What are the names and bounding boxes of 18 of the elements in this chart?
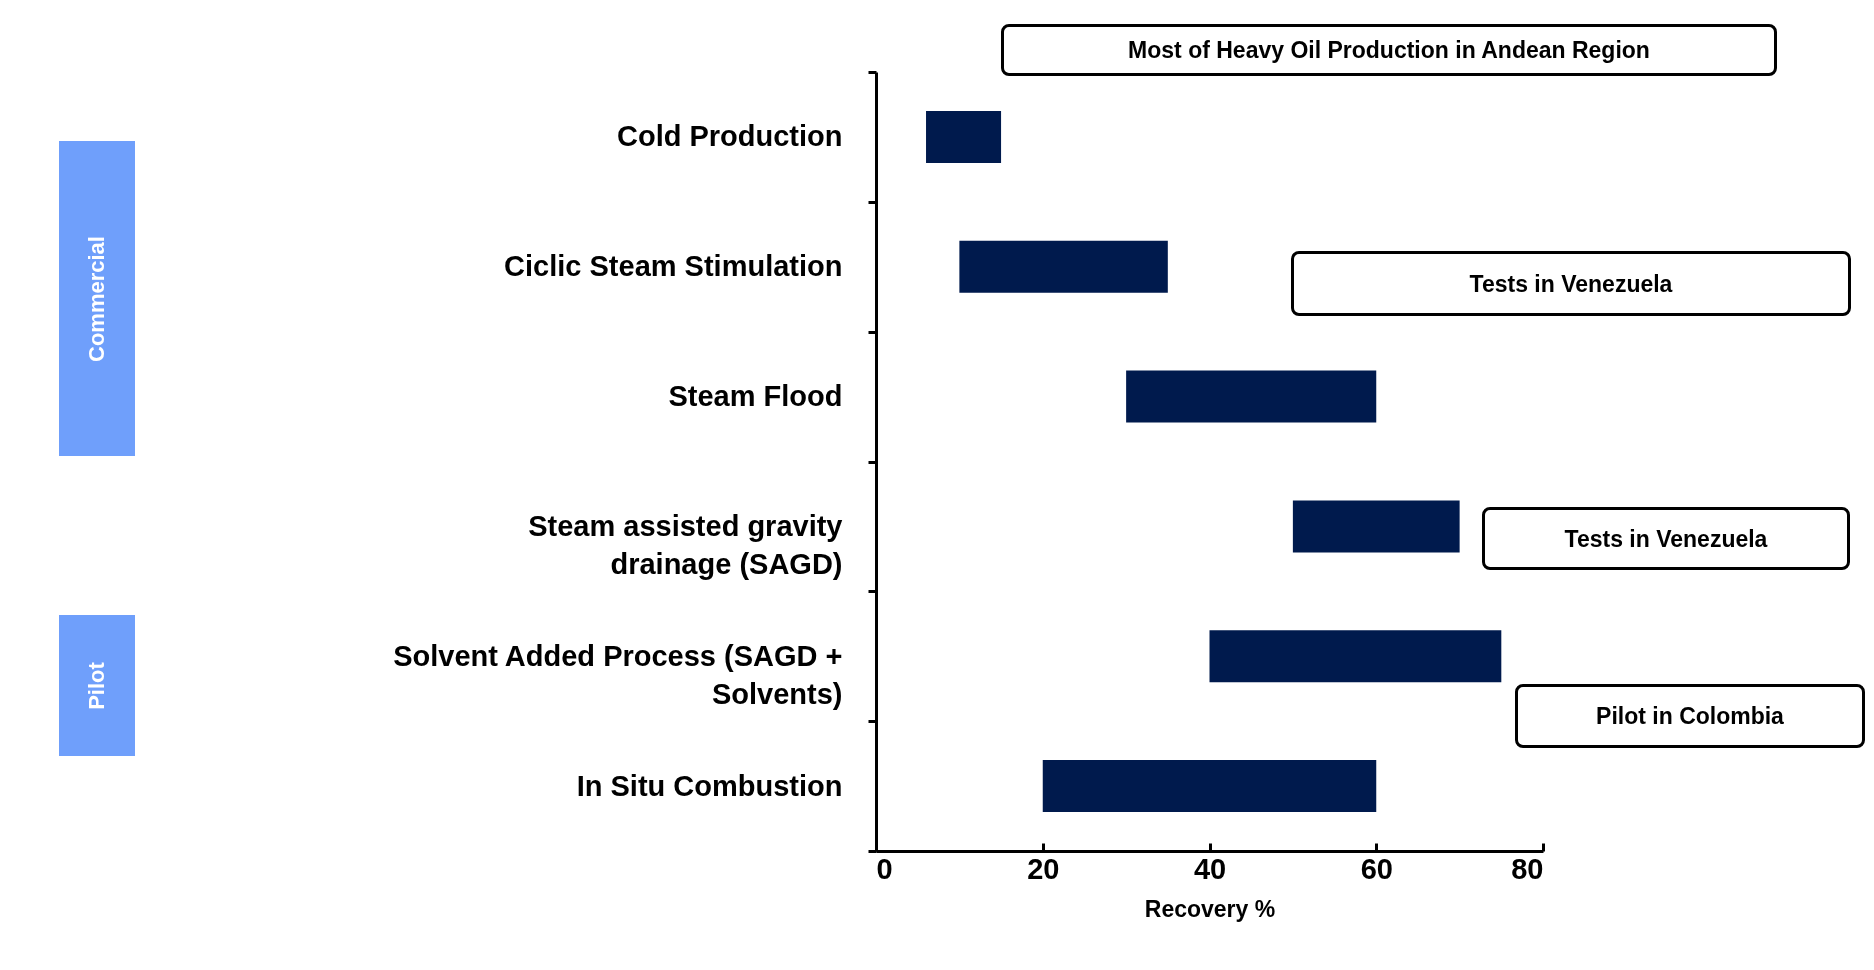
x-tick-label: 60: [1360, 852, 1393, 885]
y-tick-label: Solvent Added Process (SAGD + Solvents): [393, 639, 843, 710]
text: Most of Heavy Oil Production in Andean Region: [1128, 36, 1650, 64]
label-box: Commercial: [59, 141, 135, 456]
x-tick-label: 40: [1193, 852, 1227, 885]
text: Tests in Venezuela: [1564, 525, 1768, 552]
x-tick-label: 0: [876, 852, 893, 885]
x-tick-label: 20: [1027, 852, 1060, 885]
text: Pilot in Colombia: [1596, 702, 1784, 730]
y-tick-label: Cold Production: [616, 120, 843, 153]
y-tick-label: Steam assisted gravity drainage (SAGD): [528, 509, 843, 580]
annotation: Tests in Venezuela: [1469, 270, 1673, 297]
y-tick-label: In Situ Combustion: [576, 769, 843, 802]
x-tick-label: 80: [1511, 852, 1544, 885]
x-axis-title: Recovery %: [1144, 895, 1276, 922]
y-tick-label: Ciclic Steam Stimulation: [504, 250, 843, 283]
label-box: Pilot: [59, 615, 135, 756]
y-tick-label: Steam Flood: [668, 380, 843, 413]
